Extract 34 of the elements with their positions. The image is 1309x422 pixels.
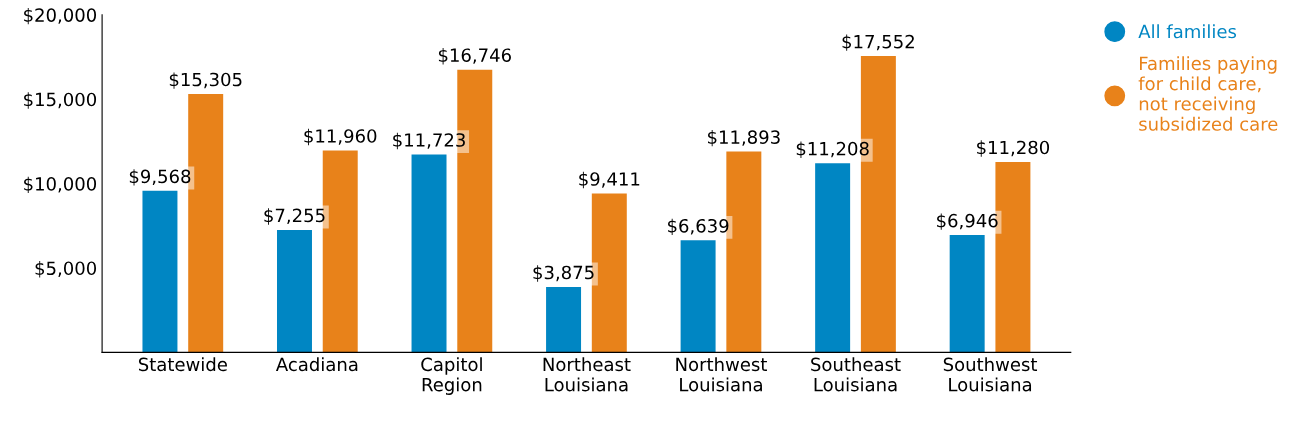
bar: [546, 286, 582, 353]
x-tick-label: Statewide: [138, 357, 227, 372]
data-label: $11,723: [393, 132, 465, 150]
data-label: $11,893: [708, 129, 780, 147]
data-label: $15,305: [169, 72, 242, 89]
x-tick-label: Southwest Louisiana: [943, 357, 1038, 392]
data-label: $3,875: [533, 265, 594, 282]
bar: [411, 154, 447, 353]
data-label: $6,639: [668, 218, 729, 236]
x-tick-label: Capitol Region: [421, 357, 482, 395]
bar: [680, 240, 716, 353]
legend-label: All families: [1138, 24, 1237, 39]
bar: [277, 229, 312, 353]
x-tick-label: Acadiana: [275, 357, 358, 372]
data-label: $11,208: [796, 141, 869, 158]
y-tick-label: $15,000: [24, 92, 97, 109]
bar: [142, 190, 178, 353]
legend-label: Families paying for child care, not receiving subsidized care: [1138, 56, 1278, 131]
data-label: $9,411: [579, 171, 640, 189]
y-tick-label: $5,000: [35, 261, 97, 278]
data-label: $11,960: [304, 128, 377, 146]
data-label: $17,552: [842, 34, 914, 51]
x-tick-label: Northwest Louisiana: [676, 357, 767, 392]
y-tick-label: $20,000: [24, 7, 97, 25]
data-label: $9,568: [129, 169, 191, 186]
data-label: $7,255: [264, 208, 325, 225]
data-label: $16,746: [438, 48, 511, 65]
x-tick-label: Southeast Louisiana: [811, 357, 901, 392]
data-label: $6,946: [937, 213, 998, 230]
bar: [949, 235, 985, 353]
bar: [815, 163, 851, 353]
data-label: $11,280: [977, 140, 1050, 157]
y-tick-label: $10,000: [24, 176, 97, 194]
x-tick-label: Northeast Louisiana: [543, 357, 631, 392]
